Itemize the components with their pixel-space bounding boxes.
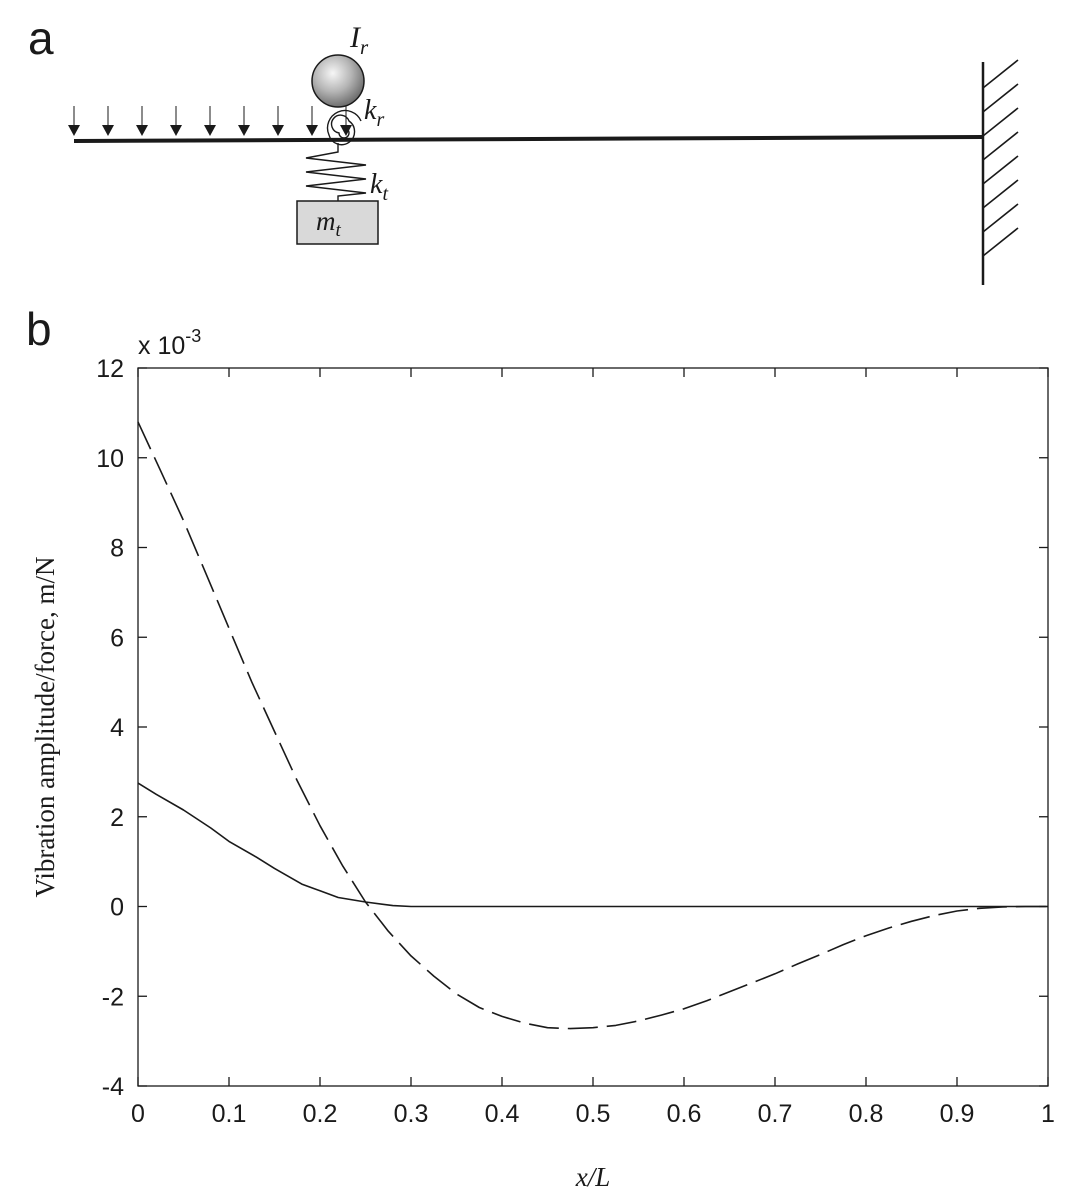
rotary-inertia-label: Ir	[349, 21, 369, 59]
rotational-spring	[326, 109, 362, 146]
x-tick-label: 0	[131, 1100, 145, 1128]
x-tick-label: 0.2	[303, 1100, 338, 1128]
x-tick-label: 0.9	[940, 1100, 975, 1128]
x-tick-label: 0.5	[576, 1100, 611, 1128]
vibration-chart: 0 0.1 0.2 0.3 0.4 0.5 0.6 0.7 0.8 0.9 1 -4 -2 0 2 4 6 8 10…	[96, 355, 1055, 1128]
y-tick-label: 0	[110, 894, 124, 922]
series-line-dashed	[137, 421, 1048, 1030]
y-tick-label: 12	[96, 355, 124, 383]
tip-mass-label: mt	[316, 206, 342, 241]
x-axis-label: x/L	[575, 1162, 611, 1192]
rotary-inertia-ball	[311, 54, 365, 108]
plot-frame	[137, 367, 1049, 1087]
distributed-load-arrows	[68, 106, 352, 136]
y-tick-label: 2	[110, 804, 124, 832]
panel-b-letter: b	[26, 303, 52, 355]
x-tick-label: 0.3	[394, 1100, 429, 1128]
x-tick-label: 0.6	[667, 1100, 702, 1128]
y-multiplier: x 10-3	[138, 326, 201, 360]
rotational-spring-label: kr	[364, 95, 384, 131]
y-axis-label: Vibration amplitude/force, m/N	[30, 556, 60, 897]
schematic: Ir kr kt mt	[68, 21, 1019, 285]
x-tick-label: 0.4	[485, 1100, 520, 1128]
translational-spring-label: kt	[370, 169, 388, 205]
y-tick-label: 8	[110, 535, 124, 563]
panel-a-letter: a	[28, 12, 54, 64]
tip-mass-block	[296, 200, 379, 245]
y-tick-label: 6	[110, 624, 124, 652]
x-tick-label: 0.8	[849, 1100, 884, 1128]
x-tick-label: 1	[1041, 1100, 1055, 1128]
y-tick-label: -4	[102, 1073, 124, 1101]
y-tick-label: 4	[110, 714, 124, 742]
beam	[73, 135, 983, 143]
y-tick-label: 10	[96, 445, 124, 473]
series-line-solid	[137, 782, 1048, 908]
translational-spring	[305, 143, 367, 201]
x-tick-label: 0.1	[212, 1100, 247, 1128]
y-tick-label: -2	[102, 983, 124, 1011]
x-tick-label: 0.7	[758, 1100, 793, 1128]
clamped-support	[981, 59, 1019, 285]
